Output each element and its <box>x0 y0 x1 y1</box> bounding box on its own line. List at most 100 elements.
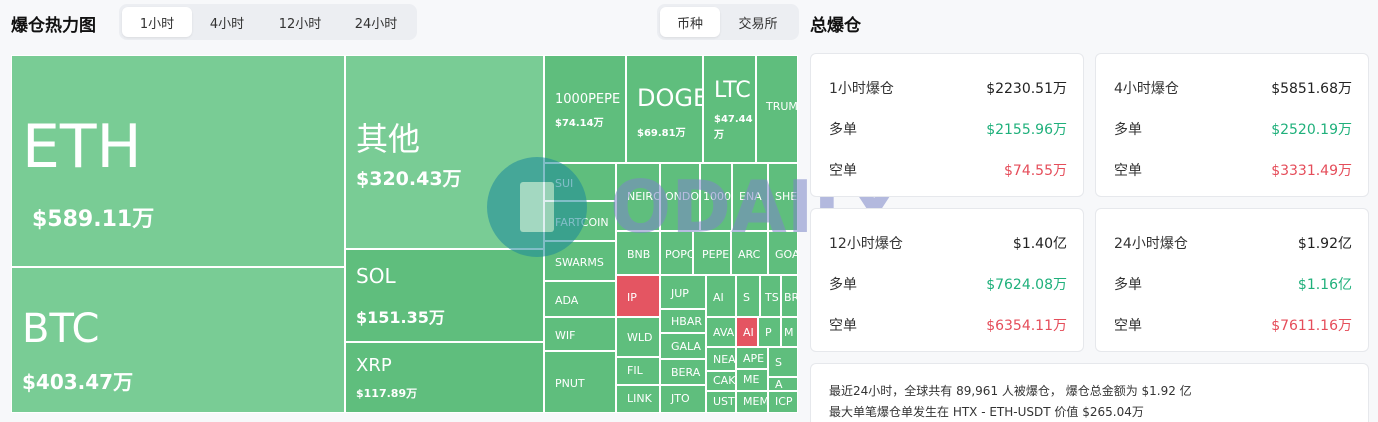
heatmap-tile-ena[interactable]: ENA <box>732 163 768 231</box>
tile-label: CAK <box>713 374 736 387</box>
tile-label: AI <box>713 291 724 304</box>
heatmap-tile-ai[interactable]: AI <box>736 317 758 347</box>
summary-card: 最近24小时，全球共有 89,961 人被爆仓， 爆仓总金额为 $1.92 亿 … <box>810 363 1369 422</box>
heatmap-tile-s[interactable]: S <box>736 275 760 317</box>
short-value: $3331.49万 <box>1271 163 1352 179</box>
heatmap-tile-eth[interactable]: ETH $589.11万 <box>11 55 345 267</box>
heatmap-tile-ust[interactable]: UST <box>706 391 736 413</box>
tile-label: ICP <box>775 395 793 408</box>
period-label: 4小时爆仓 <box>1114 81 1179 97</box>
heatmap-tile-icp[interactable]: ICP <box>768 391 798 413</box>
heatmap-tile-pnut[interactable]: PNUT <box>544 351 616 413</box>
card-4h: 4小时爆仓 $5851.68万 多单 $2520.19万 空单 $3331.49万 <box>1095 53 1369 197</box>
short-label: 空单 <box>1114 163 1142 179</box>
tile-label: AVA <box>713 326 735 339</box>
summary-line-2: 最大单笔爆仓单发生在 HTX - ETH-USDT 价值 $265.04万 <box>829 405 1144 419</box>
period-label: 1小时爆仓 <box>829 81 894 97</box>
tile-label: IP <box>627 291 637 304</box>
heatmap-tile-xrp[interactable]: XRP $117.89万 <box>345 342 544 413</box>
long-label: 多单 <box>829 122 857 138</box>
tile-label: BR <box>784 291 798 304</box>
heatmap-tile-trump[interactable]: TRUMP <box>756 55 798 163</box>
card-24h: 24小时爆仓 $1.92亿 多单 $1.16亿 空单 $7611.16万 <box>1095 208 1369 352</box>
short-label: 空单 <box>1114 318 1142 334</box>
heatmap-tile-gala[interactable]: GALA <box>660 333 706 359</box>
heatmap-tile-hbar[interactable]: HBAR <box>660 309 706 333</box>
heatmap-tile-ava[interactable]: AVA <box>706 317 736 347</box>
heatmap-tile-a[interactable]: A <box>768 377 798 391</box>
tile-label: LTC <box>714 78 751 103</box>
heatmap-tile-arc[interactable]: ARC <box>731 231 768 275</box>
tab-12h[interactable]: 12小时 <box>278 16 322 32</box>
tab-1h[interactable]: 1小时 <box>122 7 192 37</box>
tab-4h[interactable]: 4小时 <box>209 16 245 32</box>
heatmap-tile-sui[interactable]: SUI <box>544 163 616 201</box>
short-value: $6354.11万 <box>986 318 1067 334</box>
tile-label: AI <box>743 326 754 339</box>
heatmap-tile-cak[interactable]: CAK <box>706 371 736 391</box>
heatmap-tile-s[interactable]: S <box>768 347 798 377</box>
heatmap-tile-popc[interactable]: POPC <box>660 231 693 275</box>
heatmap-tile-btc[interactable]: BTC $403.47万 <box>11 267 345 413</box>
heatmap-tile-jup[interactable]: JUP <box>660 275 706 309</box>
heatmap-tile-pepe[interactable]: PEPE <box>693 231 731 275</box>
tile-value: $151.35万 <box>356 308 445 327</box>
tile-label: BNB <box>627 248 651 261</box>
heatmap-tile-ape[interactable]: APE <box>736 347 768 369</box>
tile-label: GOA <box>775 248 798 261</box>
heatmap-tile-goa[interactable]: GOA <box>768 231 798 275</box>
tab-exchange[interactable]: 交易所 <box>738 16 778 32</box>
heatmap-tile-fartcoin[interactable]: FARTCOIN <box>544 201 616 241</box>
heatmap-tile-wld[interactable]: WLD <box>616 317 660 357</box>
heatmap-tile-mem[interactable]: MEM <box>736 391 768 413</box>
summary-line-1: 最近24小时，全球共有 89,961 人被爆仓， 爆仓总金额为 $1.92 亿 <box>829 384 1192 398</box>
heatmap-tile-ondo[interactable]: ONDO <box>660 163 700 231</box>
tile-label: UST <box>713 395 735 408</box>
heatmap-tile-ada[interactable]: ADA <box>544 281 616 317</box>
heatmap-tile-br[interactable]: BR <box>781 275 798 317</box>
tile-label: ENA <box>739 190 762 203</box>
tile-label: XRP <box>356 355 392 376</box>
heatmap-tile-fil[interactable]: FIL <box>616 357 660 385</box>
tile-label: S <box>775 356 782 369</box>
heatmap-tile-she[interactable]: SHE <box>768 163 798 231</box>
heatmap-tile-m[interactable]: M <box>781 317 798 347</box>
tile-value: $589.11万 <box>32 207 155 232</box>
heatmap-tile-bera[interactable]: BERA <box>660 359 706 385</box>
tile-label: LINK <box>627 392 652 405</box>
heatmap-tile-wif[interactable]: WIF <box>544 317 616 351</box>
heatmap-tile-ts[interactable]: TS <box>760 275 781 317</box>
tile-label: GALA <box>671 340 701 353</box>
heatmap-tile-bnb[interactable]: BNB <box>616 231 660 275</box>
tile-value: $74.14万 <box>555 118 604 129</box>
tile-label: S <box>743 291 750 304</box>
heatmap-tile-1000[interactable]: 1000 <box>700 163 732 231</box>
heatmap-tile-ip[interactable]: IP <box>616 275 660 317</box>
heatmap-tile-neiro[interactable]: NEIRO <box>616 163 660 231</box>
heatmap-tile-jto[interactable]: JTO <box>660 385 706 413</box>
heatmap-tile-nea[interactable]: NEA <box>706 347 736 371</box>
tile-label: WLD <box>627 331 653 344</box>
heatmap-tile-sol[interactable]: SOL $151.35万 <box>345 249 544 342</box>
heatmap-tile-swarms[interactable]: SWARMS <box>544 241 616 281</box>
total-value: $2230.51万 <box>986 81 1067 97</box>
heatmap-tile-1000pepe[interactable]: 1000PEPE $74.14万 <box>544 55 626 163</box>
liquidation-heatmap: ETH $589.11万 BTC $403.47万 其他 $320.43万 SOL $151.… <box>11 55 798 413</box>
heatmap-tile-p[interactable]: P <box>758 317 781 347</box>
tab-24h[interactable]: 24小时 <box>354 16 398 32</box>
tile-label: JTO <box>671 392 690 405</box>
long-value: $1.16亿 <box>1297 277 1352 293</box>
tile-label: TS <box>765 291 779 304</box>
tab-coin[interactable]: 币种 <box>660 7 720 37</box>
tile-value: $69.81万 <box>637 128 686 139</box>
heatmap-tile-ai[interactable]: AI <box>706 275 736 317</box>
heatmap-tile-ltc[interactable]: LTC $47.44万 <box>703 55 756 163</box>
heatmap-tile-其他[interactable]: 其他 $320.43万 <box>345 55 544 249</box>
long-label: 多单 <box>1114 277 1142 293</box>
tile-label: 其他 <box>356 120 421 158</box>
tile-label: DOGE <box>637 84 703 112</box>
heatmap-tile-me[interactable]: ME <box>736 369 768 391</box>
heatmap-tile-doge[interactable]: DOGE $69.81万 <box>626 55 703 163</box>
tile-label: 1000 <box>703 190 731 203</box>
heatmap-tile-link[interactable]: LINK <box>616 385 660 413</box>
